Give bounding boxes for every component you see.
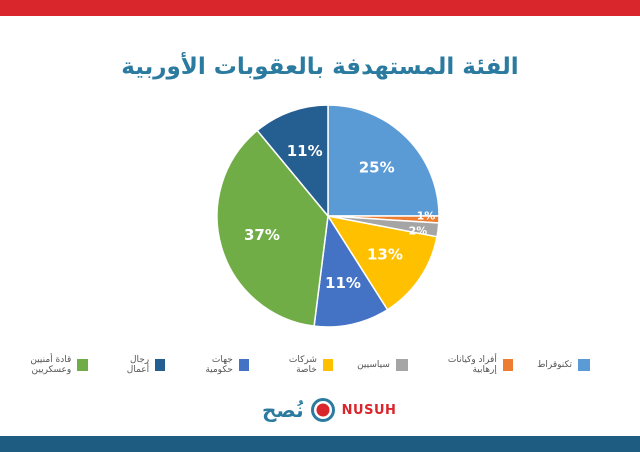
pie-slice-3 xyxy=(326,214,438,311)
legend-label: سياسيين xyxy=(357,360,390,370)
legend-item: قادة أمنيين وعسكريين xyxy=(0,355,88,375)
top-accent-bar xyxy=(0,0,640,16)
chart-legend: تكنوقراط أفراد وكيانات إرهابية سياسيين شركا… xyxy=(0,355,590,375)
legend-item: سياسيين xyxy=(357,359,408,371)
logo-mark-icon xyxy=(310,398,335,422)
pie-slice-0 xyxy=(327,104,440,217)
chart-title: الفئة المستهدفة بالعقوبات الأوربية xyxy=(121,54,519,80)
legend-swatch xyxy=(395,359,408,371)
legend-swatch xyxy=(238,359,250,371)
pie-data-label-0: 25% xyxy=(359,158,395,176)
bottom-accent-bar xyxy=(0,436,640,452)
legend-swatch xyxy=(502,359,514,371)
legend-swatch xyxy=(578,359,590,371)
nusuh-logo: نُصح NUSUH xyxy=(262,395,396,425)
legend-label: تكنوقراط xyxy=(537,360,572,370)
legend-label: قادة أمنيين وعسكريين xyxy=(30,355,72,375)
legend-swatch xyxy=(322,359,334,371)
legend-label: جهات حكومية xyxy=(205,355,233,375)
legend-item: شركات خاصة xyxy=(273,355,334,375)
pie-data-label-2: 2% xyxy=(409,225,428,238)
pie-slice-6 xyxy=(256,104,329,219)
legend-item: جهات حكومية xyxy=(189,355,250,375)
legend-swatch xyxy=(155,359,166,371)
legend-label: رجال أعمال xyxy=(126,355,150,375)
legend-item: تكنوقراط xyxy=(537,359,590,371)
pie-data-label-4: 11% xyxy=(325,274,361,292)
pie-data-label-5: 37% xyxy=(244,226,280,244)
legend-swatch xyxy=(77,359,88,371)
pie-data-label-6: 11% xyxy=(287,142,323,160)
legend-item: أفراد وكيانات إرهابية xyxy=(432,355,514,375)
pie-slice-5 xyxy=(216,129,329,327)
pie-data-label-3: 13% xyxy=(367,246,403,264)
legend-label: شركات خاصة xyxy=(288,355,317,375)
logo-english-text: NUSUH xyxy=(341,402,397,418)
legend-label: أفراد وكيانات إرهابية xyxy=(447,355,497,375)
legend-item: رجال أعمال xyxy=(112,355,166,375)
logo-arabic-text: نُصح xyxy=(262,398,304,422)
pie-slice-4 xyxy=(313,213,389,328)
pie-data-label-1: 1% xyxy=(417,210,436,223)
